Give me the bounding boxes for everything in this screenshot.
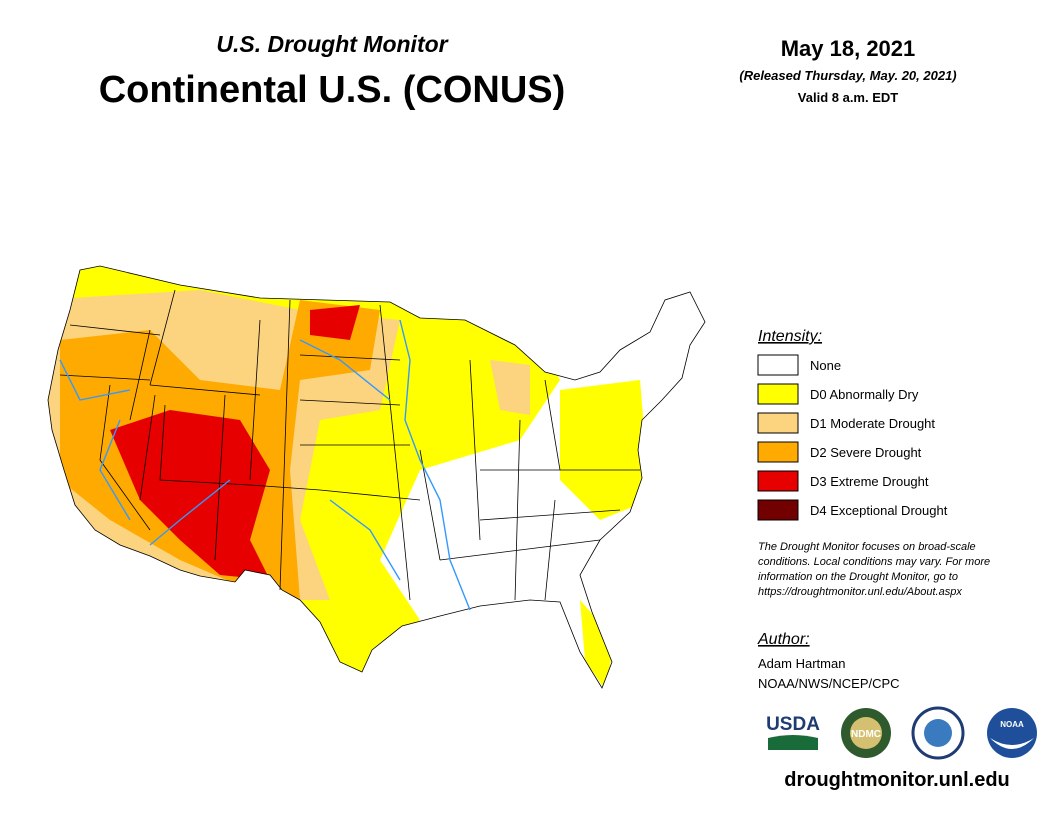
legend-swatch [757,441,799,463]
note-line: The Drought Monitor focuses on broad-sca… [758,541,976,553]
legend-swatch [757,383,799,405]
noaa-logo [987,708,1037,758]
drought-area [490,360,530,415]
author-affiliation: NOAA/NWS/NCEP/CPC [758,676,900,691]
commerce-seal-inner [924,719,952,747]
title: Continental U.S. (CONUS) [99,69,566,111]
footer-url: droughtmonitor.unl.edu [784,769,1010,791]
legend-label: D2 Severe Drought [810,445,922,460]
drought-area [560,380,650,520]
legend-label: D4 Exceptional Drought [810,503,948,518]
drought-map [47,265,706,689]
drought-area [110,410,270,580]
legend-swatch [757,354,799,376]
author-name: Adam Hartman [758,656,845,671]
legend-label: None [810,358,841,373]
legend-label: D1 Moderate Drought [810,416,935,431]
rivers [59,319,471,611]
noaa-label: NOAA [1000,720,1024,729]
usda-logo: USDA [766,714,820,735]
usda-swoosh [768,735,818,750]
us-outline [47,265,706,689]
drought-area [310,305,360,340]
noaa-wave [990,738,1034,749]
state-lines [59,289,640,601]
legend-swatch [757,412,799,434]
subtitle: U.S. Drought Monitor [216,31,448,57]
logos: USDA NDMC NOAA [766,706,1037,760]
note-line: conditions. Local conditions may vary. F… [758,556,990,568]
valid-time: Valid 8 a.m. EDT [798,90,898,105]
legend-label: D0 Abnormally Dry [810,387,919,402]
note-line: https://droughtmonitor.unl.edu/About.asp… [758,586,962,598]
legend-swatch [757,470,799,492]
drought-area [580,600,615,688]
released: (Released Thursday, May. 20, 2021) [739,68,956,83]
note-line: information on the Drought Monitor, go t… [758,571,958,583]
ndmc-label: NDMC [851,729,881,740]
ndmc-inner [850,717,882,749]
legend-swatch [757,499,799,521]
note: The Drought Monitor focuses on broad-sca… [758,541,990,598]
legend: Intensity: None D0 Abnormally Dry D1 Moder… [757,328,948,521]
author-title: Author: [757,631,810,648]
legend-label: D3 Extreme Drought [810,474,929,489]
legend-title: Intensity: [758,328,822,345]
date: May 18, 2021 [781,36,916,61]
